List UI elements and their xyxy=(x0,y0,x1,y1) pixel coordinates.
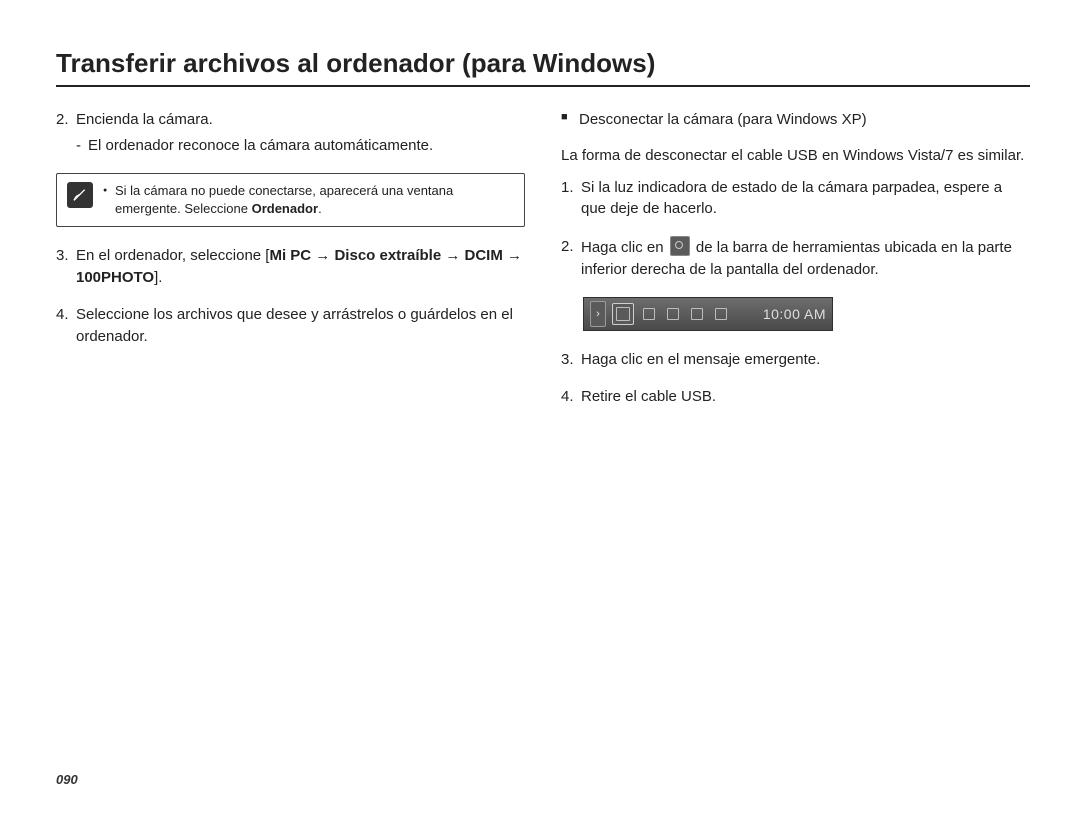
left-step-2: 2. Encienda la cámara. El ordenador reco… xyxy=(56,109,525,157)
page-number: 090 xyxy=(56,772,78,787)
step-number: 1. xyxy=(561,177,574,199)
right-step-3: 3. Haga clic en el mensaje emergente. xyxy=(561,349,1030,371)
right-column: Desconectar la cámara (para Windows XP) … xyxy=(561,109,1030,424)
step-text: Seleccione los archivos que desee y arrá… xyxy=(76,306,513,345)
step-number: 2. xyxy=(561,236,574,258)
step-number: 4. xyxy=(56,304,69,326)
chevron-icon: › xyxy=(590,301,606,327)
left-column: 2. Encienda la cámara. El ordenador reco… xyxy=(56,109,525,424)
left-step-3: 3. En el ordenador, seleccione [Mi PC → … xyxy=(56,245,525,289)
step-text: Retire el cable USB. xyxy=(581,388,716,405)
tray-icon xyxy=(688,305,706,323)
right-step-4: 4. Retire el cable USB. xyxy=(561,386,1030,408)
step-text: Haga clic en el mensaje emergente. xyxy=(581,351,820,368)
section-header: Desconectar la cámara (para Windows XP) xyxy=(561,109,1030,131)
note-post: . xyxy=(318,201,322,216)
step-number: 2. xyxy=(56,109,69,131)
safely-remove-icon xyxy=(670,236,690,256)
step-number: 3. xyxy=(56,245,69,267)
page-title: Transferir archivos al ordenador (para W… xyxy=(56,48,1030,87)
tray-icon xyxy=(712,305,730,323)
step-text: Encienda la cámara. xyxy=(76,111,213,128)
note-box: Si la cámara no puede conectarse, aparec… xyxy=(56,173,525,227)
right-step-2: 2. Haga clic en de la barra de herramien… xyxy=(561,236,1030,281)
right-step-1: 1. Si la luz indicadora de estado de la … xyxy=(561,177,1030,221)
tray-icon xyxy=(664,305,682,323)
systray-image: › 10:00 AM xyxy=(583,297,833,331)
step-text-pre: Haga clic en xyxy=(581,239,668,256)
step-subtext: El ordenador reconoce la cámara automáti… xyxy=(76,135,525,157)
systray-clock: 10:00 AM xyxy=(763,306,826,322)
step-text: Si la luz indicadora de estado de la cám… xyxy=(581,179,1002,218)
step-text-post: ]. xyxy=(154,269,162,286)
note-text: Si la cámara no puede conectarse, aparec… xyxy=(103,182,514,218)
tray-safely-remove-icon xyxy=(612,303,634,325)
step-text-pre: En el ordenador, seleccione [ xyxy=(76,247,269,264)
content-columns: 2. Encienda la cámara. El ordenador reco… xyxy=(56,109,1030,424)
note-bold: Ordenador xyxy=(252,201,318,216)
tray-icon xyxy=(640,305,658,323)
step-number: 4. xyxy=(561,386,574,408)
left-step-4: 4. Seleccione los archivos que desee y a… xyxy=(56,304,525,348)
step-number: 3. xyxy=(561,349,574,371)
note-icon xyxy=(67,182,93,208)
intro-paragraph: La forma de desconectar el cable USB en … xyxy=(561,145,1030,167)
